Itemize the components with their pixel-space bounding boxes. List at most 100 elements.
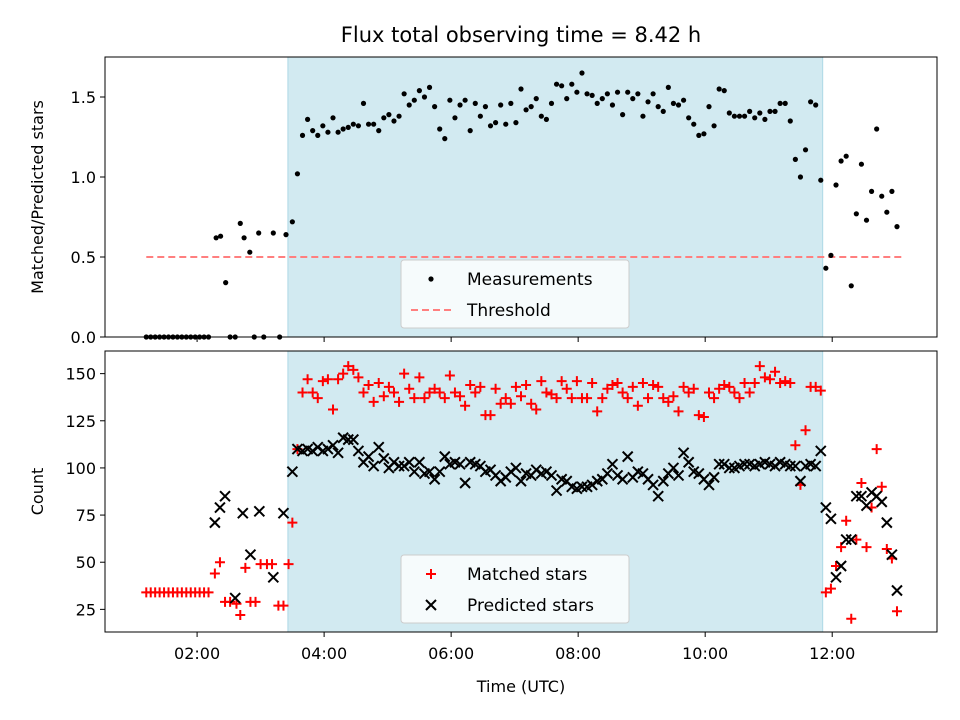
data-point bbox=[320, 123, 326, 129]
data-point bbox=[305, 116, 311, 122]
data-point bbox=[550, 484, 563, 497]
data-point bbox=[404, 383, 415, 394]
data-point bbox=[833, 182, 839, 188]
data-point bbox=[683, 387, 694, 398]
data-point bbox=[673, 406, 684, 417]
data-point bbox=[485, 410, 496, 421]
data-point bbox=[338, 368, 349, 379]
data-point bbox=[556, 376, 567, 387]
data-point bbox=[831, 560, 842, 571]
data-point bbox=[342, 433, 354, 446]
data-point bbox=[736, 113, 743, 119]
data-point bbox=[455, 391, 466, 402]
data-point bbox=[663, 396, 674, 407]
data-point bbox=[378, 452, 390, 465]
top-y-axis-title: Matched/Predicted stars bbox=[28, 100, 47, 294]
data-point bbox=[360, 100, 367, 106]
data-point bbox=[454, 458, 466, 470]
data-point bbox=[820, 587, 831, 598]
legend-marker-measurements bbox=[428, 276, 434, 282]
data-point bbox=[891, 584, 903, 597]
data-point bbox=[559, 83, 565, 89]
data-point bbox=[553, 81, 560, 87]
data-point bbox=[355, 123, 362, 129]
top-y-tick-label: 1.5 bbox=[71, 88, 96, 107]
data-point bbox=[545, 469, 558, 482]
data-point bbox=[302, 374, 313, 385]
data-point bbox=[358, 387, 369, 398]
data-point bbox=[533, 96, 539, 102]
data-point bbox=[277, 507, 290, 519]
data-point bbox=[693, 410, 704, 421]
data-point bbox=[775, 378, 786, 389]
data-point bbox=[371, 121, 377, 127]
data-point bbox=[809, 460, 822, 472]
data-point bbox=[391, 118, 397, 124]
data-point bbox=[340, 126, 346, 132]
data-point bbox=[477, 113, 483, 119]
data-point bbox=[515, 475, 527, 487]
data-point bbox=[620, 112, 626, 118]
data-point bbox=[597, 393, 608, 404]
data-point bbox=[373, 441, 385, 453]
data-point bbox=[860, 499, 873, 512]
data-point bbox=[322, 374, 333, 385]
data-point bbox=[367, 460, 380, 472]
bottom-legend: Matched stars Predicted stars bbox=[400, 554, 630, 624]
data-point bbox=[606, 458, 619, 470]
data-point bbox=[848, 283, 854, 289]
data-point bbox=[574, 89, 580, 95]
data-point bbox=[640, 113, 646, 119]
data-point bbox=[754, 361, 765, 372]
data-point bbox=[439, 450, 451, 463]
data-point bbox=[447, 97, 453, 103]
data-point bbox=[327, 439, 339, 452]
top-axes-frame bbox=[104, 56, 938, 338]
data-point bbox=[401, 91, 407, 97]
data-point bbox=[428, 473, 441, 485]
data-point bbox=[247, 249, 253, 255]
data-point bbox=[297, 387, 308, 398]
data-point bbox=[538, 113, 544, 119]
top-panel-ratio: 0.0 0.5 1.0 1.5 Matched/Predicted stars Measu… bbox=[28, 56, 938, 347]
bottom-y-tick-label: 75 bbox=[76, 506, 96, 525]
data-point bbox=[250, 596, 261, 607]
data-point bbox=[241, 235, 247, 241]
data-point bbox=[283, 559, 294, 570]
data-point bbox=[731, 113, 737, 119]
data-point bbox=[523, 107, 529, 113]
data-point bbox=[330, 115, 336, 121]
data-point bbox=[627, 381, 638, 392]
data-point bbox=[637, 378, 648, 389]
data-point bbox=[772, 108, 778, 114]
data-point bbox=[472, 100, 478, 106]
data-point bbox=[612, 378, 623, 389]
data-point bbox=[604, 91, 610, 97]
data-point bbox=[294, 171, 301, 177]
data-point bbox=[652, 490, 664, 502]
data-point bbox=[863, 217, 870, 223]
data-point bbox=[510, 381, 521, 392]
data-point bbox=[348, 364, 359, 375]
data-point bbox=[713, 458, 725, 470]
data-point bbox=[696, 132, 702, 138]
data-point bbox=[701, 131, 707, 137]
data-point bbox=[782, 100, 788, 106]
data-point bbox=[217, 233, 224, 239]
top-legend-label: Threshold bbox=[466, 301, 551, 321]
data-point bbox=[726, 110, 732, 116]
bottom-y-tick-label: 50 bbox=[76, 553, 96, 572]
data-point bbox=[825, 513, 837, 525]
bottom-y-tick-label: 100 bbox=[65, 459, 96, 478]
data-point bbox=[510, 462, 522, 474]
data-point bbox=[861, 542, 872, 553]
data-point bbox=[688, 383, 699, 394]
data-point bbox=[792, 156, 798, 162]
data-point bbox=[209, 516, 221, 529]
data-point bbox=[680, 97, 687, 103]
data-point bbox=[797, 174, 804, 180]
data-point bbox=[668, 391, 679, 402]
data-point bbox=[500, 393, 511, 404]
data-point bbox=[347, 433, 360, 446]
data-point bbox=[460, 400, 471, 411]
